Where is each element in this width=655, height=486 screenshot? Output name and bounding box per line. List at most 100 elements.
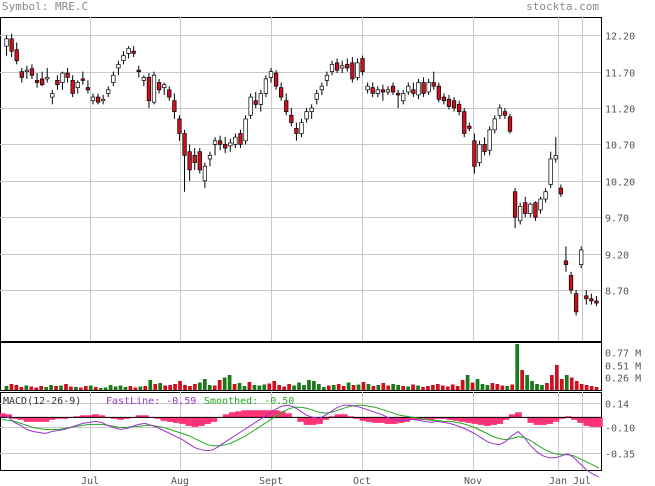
x-axis-label: Nov — [464, 476, 482, 486]
volume-bar — [559, 379, 564, 390]
price-tick-label: 9.70 — [605, 214, 629, 225]
volume-bar — [9, 384, 14, 390]
volume-bar — [530, 381, 534, 390]
volume-bar — [83, 386, 88, 390]
volume-bar — [24, 385, 29, 390]
volume-bar — [495, 384, 500, 390]
candle-down — [289, 114, 294, 123]
volume-bar — [282, 386, 287, 390]
volume-bar — [257, 385, 262, 390]
candle-up — [243, 118, 248, 142]
volume-bar — [292, 385, 296, 390]
price-tick-label: 8.70 — [605, 287, 629, 298]
macd-histogram-bar — [98, 415, 106, 418]
candle-down — [421, 82, 426, 94]
volume-bar — [510, 384, 515, 390]
candle-up — [528, 203, 533, 214]
macd-histogram-bar — [353, 417, 361, 419]
volume-bar — [460, 380, 465, 390]
macd-histogram-bar — [141, 415, 149, 418]
macd-histogram-bar — [502, 417, 510, 420]
volume-bar — [480, 384, 485, 390]
macd-histogram-bar — [496, 417, 504, 424]
candle-up — [548, 158, 553, 185]
candle-up — [202, 165, 208, 182]
candle-down — [462, 111, 467, 134]
volume-bar — [326, 385, 331, 390]
candle-up — [543, 191, 548, 200]
volume-bar — [435, 384, 440, 390]
candle-up — [212, 140, 218, 145]
volume-bar — [346, 382, 351, 390]
candle-up — [45, 77, 50, 80]
candle-down — [334, 62, 340, 71]
macd-histogram-bar — [5, 414, 12, 418]
candle-down — [446, 98, 452, 107]
candle-up — [126, 47, 131, 54]
macd-histogram-bar — [571, 417, 578, 420]
volume-bar — [173, 384, 177, 390]
volume-bar — [133, 387, 138, 390]
volume-bar — [4, 386, 9, 390]
volume-bar — [188, 386, 192, 390]
volume-bar — [455, 386, 460, 390]
macd-histogram-bar — [490, 417, 497, 425]
candle-up — [406, 85, 411, 93]
volume-bar — [168, 385, 172, 390]
volume-bar — [589, 386, 594, 390]
volume-bar — [416, 385, 420, 390]
candle-up — [340, 65, 345, 69]
macd-histogram-bar — [334, 414, 342, 418]
volume-bar — [351, 385, 356, 390]
volume-bar — [366, 384, 371, 390]
candle-up — [385, 89, 391, 93]
candle-up — [355, 62, 360, 78]
macd-histogram-bar — [577, 417, 585, 423]
candle-down — [273, 72, 279, 87]
candle-up — [299, 122, 304, 134]
candle-down — [9, 38, 14, 52]
macd-histogram-bar — [48, 417, 56, 420]
macd-histogram-bar — [204, 417, 211, 424]
site-name[interactable]: stockta.com — [526, 0, 599, 13]
macd-histogram-bar — [17, 417, 25, 420]
macd-histogram-bar — [515, 412, 522, 418]
volume-bar — [197, 382, 202, 390]
volume-bar — [525, 375, 529, 390]
volume-bar — [574, 381, 579, 390]
macd-histogram-bar — [340, 414, 348, 418]
volume-bar — [74, 387, 78, 390]
volume-tick-label: 0.26 M — [605, 374, 641, 385]
volume-bar — [34, 387, 39, 390]
macd-histogram-bar — [222, 414, 230, 418]
macd-histogram-bar — [23, 417, 31, 422]
candle-down — [507, 116, 513, 132]
volume-bar — [39, 386, 44, 390]
volume-bar — [302, 385, 306, 390]
candle-up — [116, 63, 121, 69]
macd-histogram-bar — [228, 412, 236, 418]
volume-bar — [475, 379, 480, 390]
candle-up — [553, 154, 558, 160]
candle-up — [319, 85, 324, 91]
price-tick-label: 9.20 — [605, 251, 629, 262]
volume-bar — [163, 385, 168, 390]
price-tick-label: 11.20 — [605, 105, 635, 116]
candle-down — [167, 89, 172, 98]
macd-tick-label: -0.35 — [605, 450, 635, 461]
volume-bar — [148, 380, 153, 390]
macd-histogram-bar — [241, 410, 249, 418]
macd-histogram-bar — [440, 417, 448, 419]
candle-up — [75, 82, 80, 88]
macd-histogram-bar — [589, 417, 597, 427]
macd-histogram-bar — [583, 417, 591, 426]
x-axis-label: Jul — [81, 476, 99, 486]
candle-down — [457, 104, 462, 113]
macd-histogram-bar — [54, 417, 62, 419]
volume-bar — [391, 384, 396, 390]
macd-histogram-bar — [446, 417, 454, 420]
volume-bar — [113, 386, 118, 390]
volume-bar — [88, 385, 93, 390]
candle-down — [573, 293, 579, 313]
